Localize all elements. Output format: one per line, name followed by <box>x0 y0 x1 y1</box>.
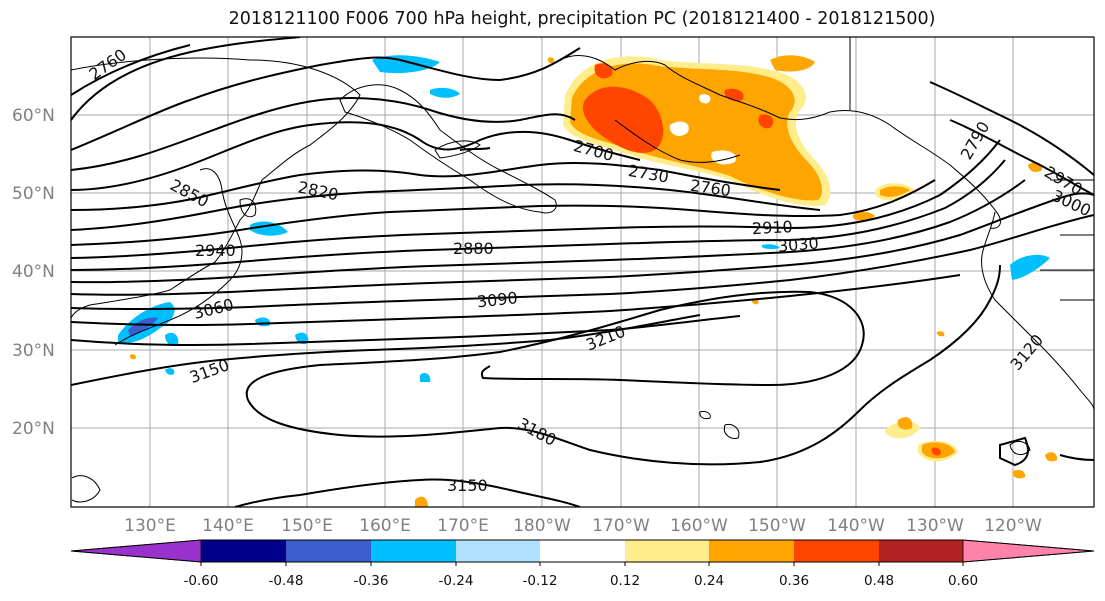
map-frame <box>70 36 1095 508</box>
contour-label: 3090 <box>476 288 518 311</box>
lon-label: 120°W <box>984 516 1042 536</box>
lat-label: 50°N <box>12 184 55 204</box>
lon-label: 150°E <box>281 516 333 536</box>
colorbar-tick-label: 0.36 <box>779 573 809 589</box>
colorbar <box>70 539 1095 566</box>
coast-asia <box>71 57 361 319</box>
colorbar-tick-label: -0.60 <box>184 573 219 589</box>
contour-label: 2940 <box>195 241 236 260</box>
precip-neg-okhotsk <box>372 55 440 74</box>
lon-label: 180°W <box>513 516 571 536</box>
lon-label: 170°E <box>437 516 489 536</box>
lat-label: 20°N <box>12 419 55 439</box>
lon-label: 170°W <box>592 516 650 536</box>
lon-label: 140°W <box>827 516 885 536</box>
height-contours <box>71 37 1094 507</box>
latitude-labels: 60°N 50°N 40°N 30°N 20°N <box>12 106 55 439</box>
colorbar-bin <box>625 540 709 562</box>
contour-label: 2910 <box>752 217 794 238</box>
coast-namerica <box>981 211 1094 411</box>
colorbar-bin <box>371 540 456 562</box>
colorbar-bin <box>201 540 286 562</box>
colorbar-tick-label: 0.24 <box>694 573 724 589</box>
longitude-labels: 130°E 140°E 150°E 160°E 170°E 180°W 170°… <box>124 516 1042 536</box>
lon-label: 150°W <box>748 516 806 536</box>
colorbar-bin <box>794 540 879 562</box>
lon-label: 130°W <box>906 516 964 536</box>
colorbar-tick-label: -0.36 <box>354 573 389 589</box>
lon-label: 160°E <box>359 516 411 536</box>
precip-shading <box>118 55 1058 507</box>
colorbar-tick-labels: -0.60 -0.48 -0.36 -0.24 -0.12 0.12 0.24 … <box>184 573 979 589</box>
colorbar-extend-max <box>962 539 1095 563</box>
colorbar-tick-label: 0.12 <box>610 573 640 589</box>
coast-japan <box>114 168 243 346</box>
colorbar-tick-label: 0.48 <box>864 573 894 589</box>
colorbar-bin <box>540 540 625 562</box>
lat-label: 40°N <box>12 262 55 282</box>
lon-label: 140°E <box>202 516 254 536</box>
map-title: 2018121100 F006 700 hPa height, precipit… <box>228 9 936 29</box>
lon-label: 160°W <box>670 516 728 536</box>
colorbar-bin <box>286 540 371 562</box>
contour-label: 3150 <box>447 476 488 495</box>
coastlines <box>71 37 1094 503</box>
colorbar-bin <box>709 540 794 562</box>
precip-region-alaska-high <box>582 86 664 153</box>
colorbar-tick-label: 0.60 <box>948 573 978 589</box>
contour-label: 3030 <box>777 233 819 255</box>
colorbar-bin <box>456 540 540 562</box>
lat-label: 30°N <box>12 341 55 361</box>
lat-label: 60°N <box>12 106 55 126</box>
colorbar-bin <box>879 540 963 562</box>
lon-label: 130°E <box>124 516 176 536</box>
colorbar-tick-label: -0.12 <box>523 573 558 589</box>
precip-region-gulf <box>770 55 815 72</box>
colorbar-tick-label: -0.48 <box>269 573 304 589</box>
coast-alaska <box>559 55 1001 229</box>
contour-label: 2880 <box>453 239 494 258</box>
colorbar-tick-label: -0.24 <box>439 573 474 589</box>
colorbar-extend-min <box>70 539 202 563</box>
